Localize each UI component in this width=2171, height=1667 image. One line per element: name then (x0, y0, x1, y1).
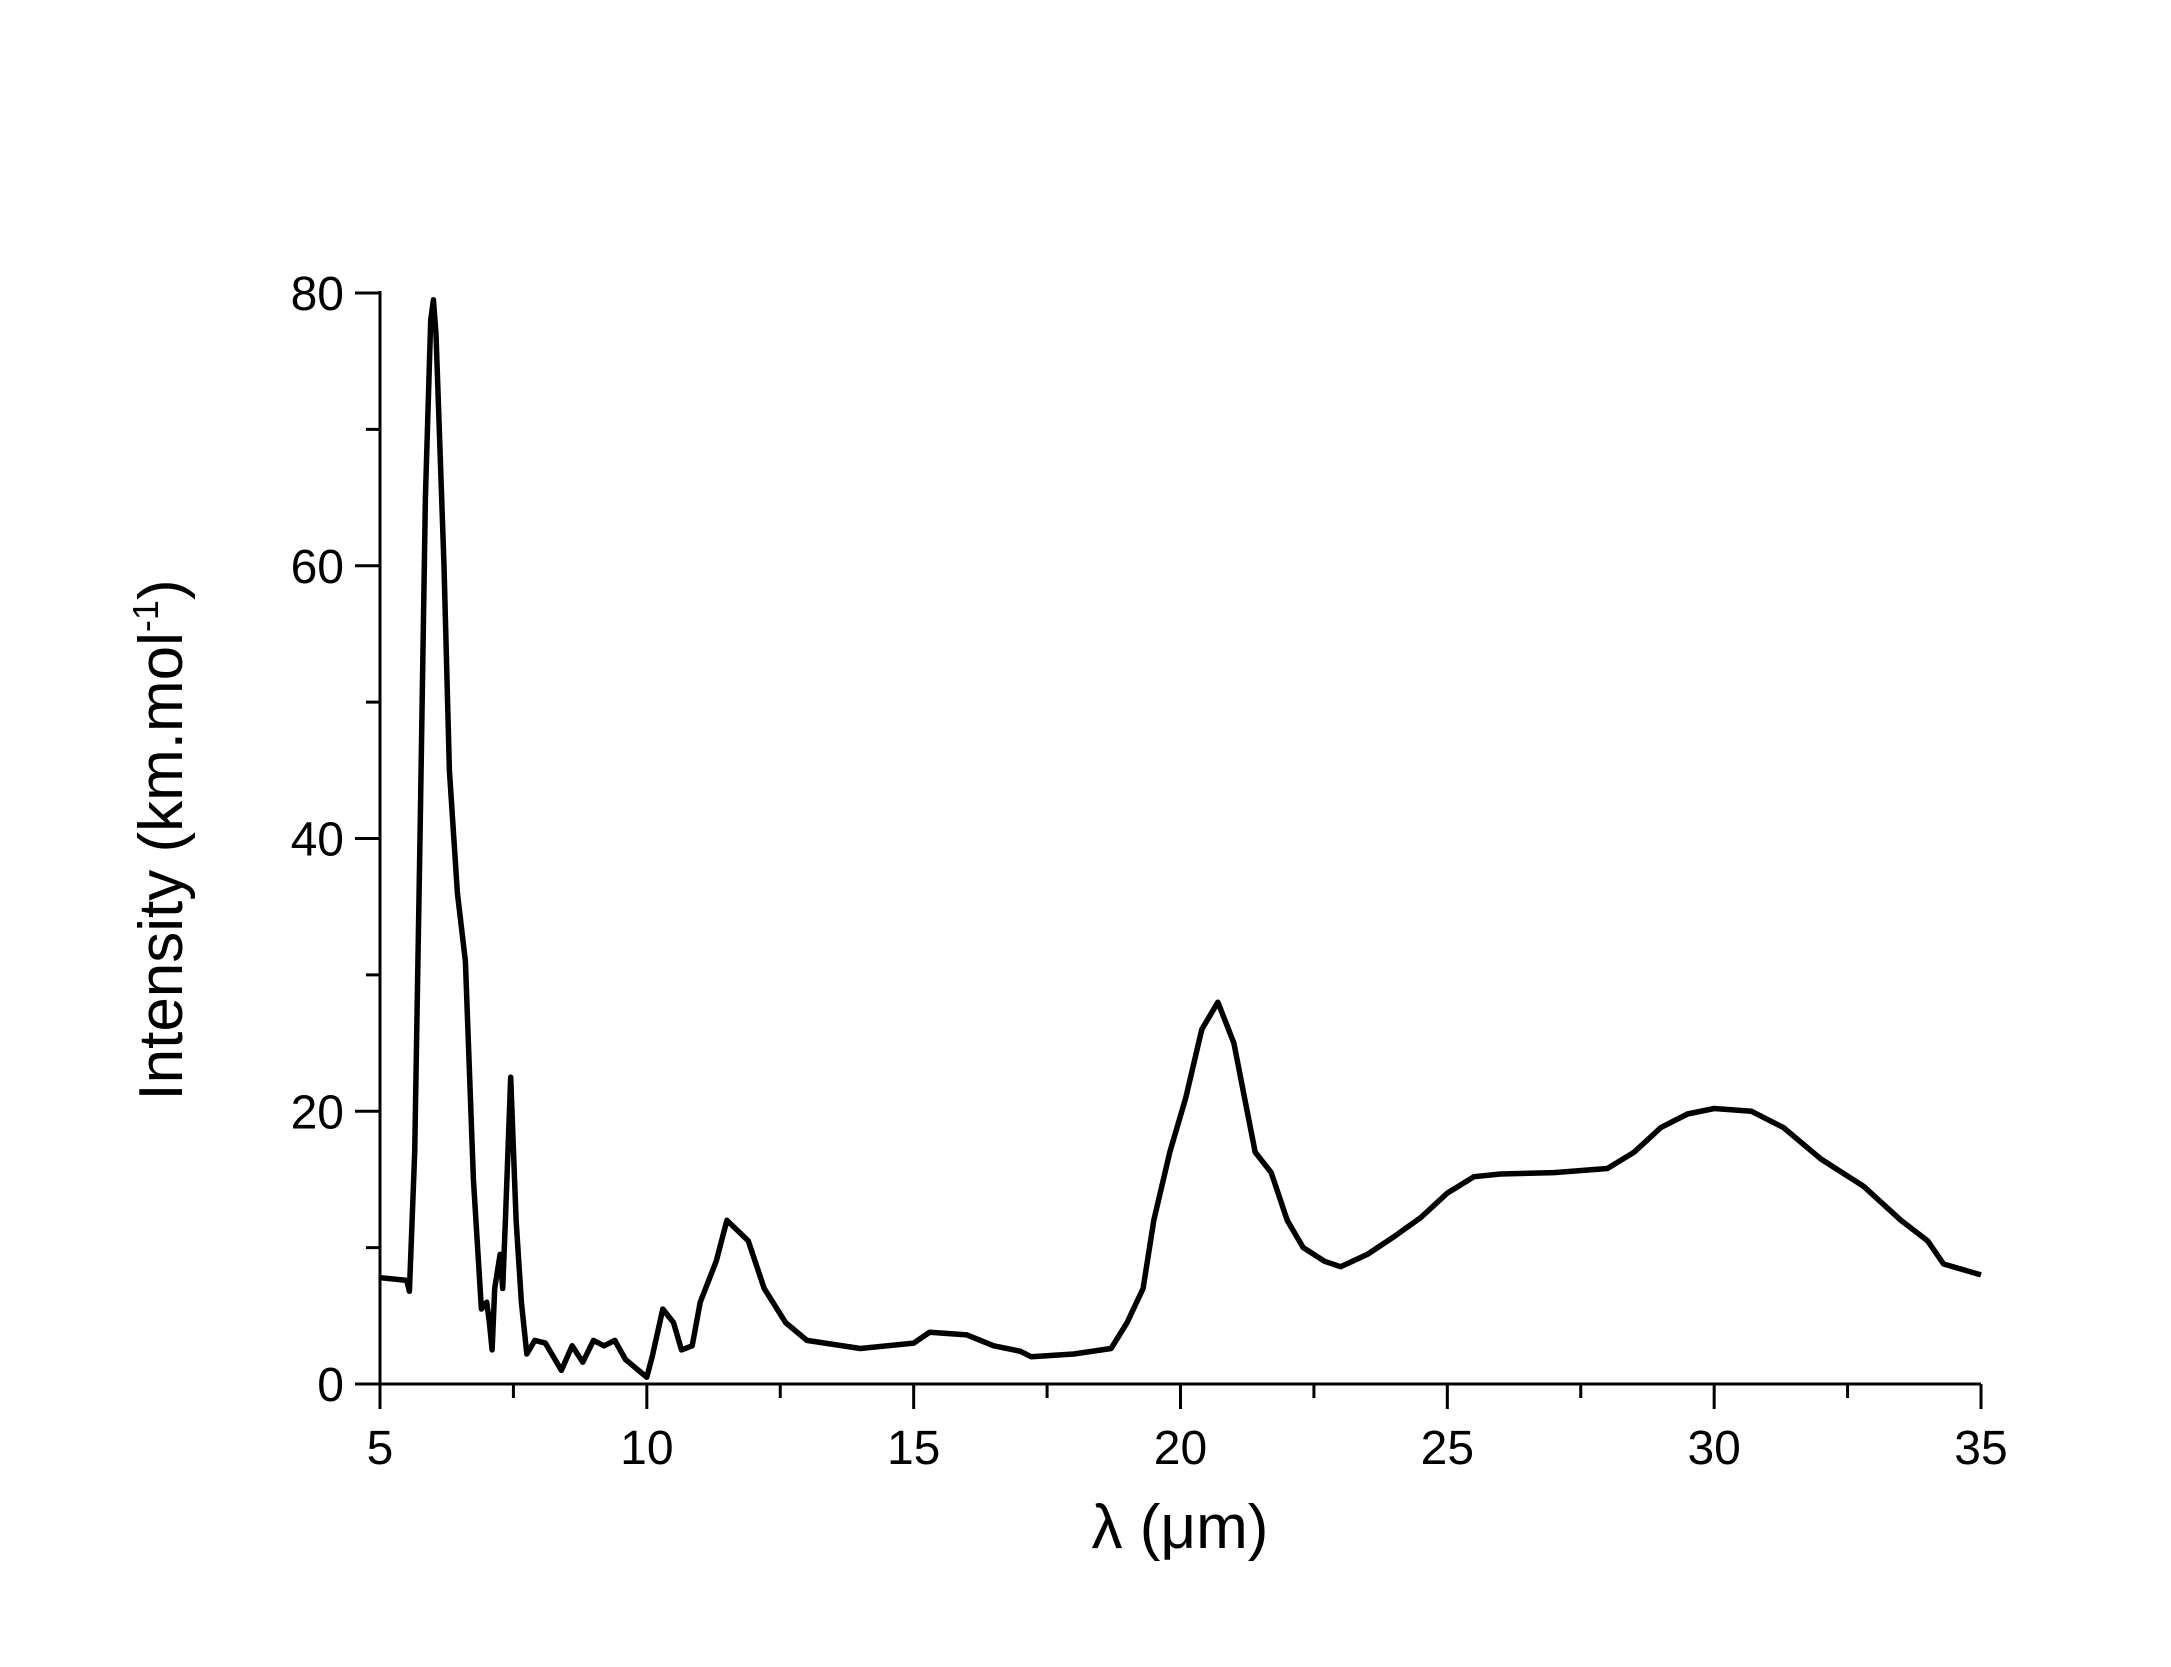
x-tick-label: 15 (887, 1422, 940, 1475)
y-tick-label: 20 (291, 1086, 344, 1139)
x-tick-label: 20 (1154, 1422, 1207, 1475)
data-line (379, 297, 1982, 1380)
x-tick-label: 30 (1687, 1422, 1740, 1475)
y-axis-label-sup: -1 (125, 600, 166, 632)
y-axis-label-main: Intensity (km.mol (127, 632, 196, 1101)
x-tick-label: 10 (620, 1422, 673, 1475)
x-tick-label: 5 (367, 1422, 394, 1475)
y-tick-label: 0 (317, 1359, 344, 1412)
y-tick-label: 60 (291, 541, 344, 594)
x-tick-label: 35 (1954, 1422, 2007, 1475)
y-axis-label: Intensity (km.mol-1) (125, 579, 196, 1100)
y-tick-label: 80 (291, 268, 344, 321)
y-tick-label: 40 (291, 814, 344, 867)
x-axis-label: λ (μm) (1092, 1493, 1269, 1562)
x-tick-label: 25 (1421, 1422, 1474, 1475)
y-axis-label-end: ) (127, 579, 196, 600)
